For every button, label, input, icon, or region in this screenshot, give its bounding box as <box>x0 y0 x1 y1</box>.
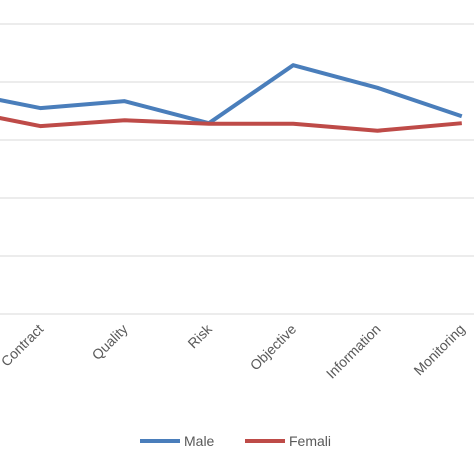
x-tick-label: Risk <box>184 320 215 351</box>
series-line <box>0 115 462 133</box>
legend-label: Male <box>184 433 215 449</box>
x-tick-label: Objective <box>247 321 300 374</box>
x-tick-label: Quality <box>89 321 131 363</box>
x-tick-label: Monitoring <box>410 321 468 379</box>
x-tick-label: Information <box>323 321 384 382</box>
series-line <box>0 63 463 126</box>
legend-label: Femali <box>289 433 331 449</box>
x-tick-label: Contract <box>0 321 46 370</box>
